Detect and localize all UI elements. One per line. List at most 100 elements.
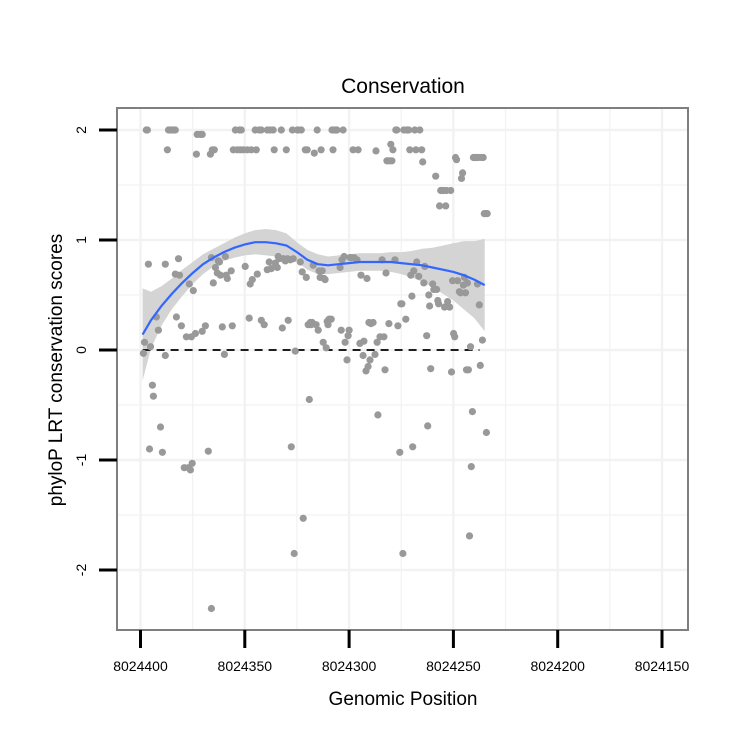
data-point — [145, 445, 154, 453]
data-point — [419, 158, 427, 166]
data-point — [410, 267, 418, 275]
data-point — [221, 252, 229, 261]
data-point — [318, 267, 326, 275]
data-point — [344, 332, 352, 340]
data-point — [290, 549, 298, 558]
data-point — [457, 174, 466, 182]
data-point — [322, 344, 330, 352]
data-point — [374, 411, 382, 419]
confidence-band — [142, 229, 485, 381]
data-point — [161, 351, 169, 360]
data-point — [188, 459, 196, 467]
data-point — [459, 169, 467, 177]
data-point — [452, 156, 461, 164]
data-point — [476, 361, 484, 369]
data-point — [211, 263, 219, 272]
data-point — [345, 326, 353, 334]
data-point — [312, 321, 320, 329]
data-point — [402, 315, 410, 323]
data-point — [464, 366, 472, 374]
data-point — [287, 443, 295, 451]
data-point — [148, 381, 156, 389]
data-point — [198, 130, 206, 138]
chart-title: Conservation — [341, 75, 465, 98]
data-point — [380, 333, 388, 341]
data-point — [479, 153, 487, 162]
data-point — [182, 333, 190, 341]
data-point — [278, 324, 286, 332]
data-point — [270, 146, 278, 154]
data-point — [257, 126, 265, 134]
data-point — [149, 392, 157, 400]
data-point — [420, 279, 428, 287]
data-point — [425, 291, 433, 299]
data-point — [435, 300, 443, 308]
data-point — [146, 343, 155, 351]
data-point — [436, 202, 444, 210]
data-point — [467, 463, 475, 471]
data-point — [333, 126, 341, 134]
data-point — [139, 349, 147, 357]
data-point — [247, 146, 255, 154]
data-point — [267, 265, 275, 273]
data-point — [483, 210, 491, 218]
data-point — [478, 336, 486, 344]
data-point — [366, 356, 374, 364]
data-point — [399, 549, 407, 558]
data-point — [260, 321, 268, 329]
data-point — [310, 149, 318, 157]
data-point — [298, 268, 306, 276]
data-point — [337, 326, 345, 334]
data-point — [427, 365, 435, 373]
data-point — [144, 260, 152, 268]
data-point — [429, 280, 437, 288]
smooth-trend-line — [141, 241, 486, 336]
data-point — [426, 302, 434, 310]
data-point — [456, 289, 465, 297]
data-point — [364, 362, 372, 371]
data-point — [324, 321, 332, 329]
data-point — [227, 267, 235, 275]
data-point — [373, 338, 381, 346]
data-point — [482, 428, 490, 437]
x-axis-label: Genomic Position — [329, 689, 478, 710]
data-point — [341, 338, 349, 346]
data-point — [291, 347, 299, 355]
data-point — [424, 422, 432, 430]
data-point — [209, 279, 217, 287]
data-point — [220, 350, 228, 358]
x-tick-label: 8024300 — [322, 658, 377, 674]
data-point — [343, 356, 351, 364]
data-point — [387, 140, 395, 148]
data-point — [418, 146, 426, 154]
data-point — [218, 323, 226, 331]
data-point — [163, 146, 171, 154]
data-point — [381, 366, 389, 374]
data-point — [394, 322, 402, 330]
data-point — [388, 157, 396, 165]
data-point — [174, 255, 183, 263]
data-point — [340, 252, 348, 261]
data-point — [248, 276, 256, 284]
data-point — [416, 126, 424, 134]
data-point — [372, 147, 380, 155]
y-tick-label: 1 — [73, 236, 89, 244]
data-point — [143, 126, 151, 134]
data-point — [336, 263, 344, 272]
data-point — [363, 274, 371, 283]
data-point — [215, 258, 223, 266]
data-point — [447, 368, 456, 376]
x-tick-label: 8024200 — [530, 658, 585, 674]
data-point — [454, 277, 462, 285]
data-point — [319, 338, 327, 346]
data-point — [237, 126, 245, 134]
data-point — [252, 146, 260, 154]
data-point — [451, 333, 459, 341]
data-point — [466, 343, 475, 351]
data-point — [223, 274, 231, 283]
data-point — [299, 514, 307, 522]
data-point — [192, 150, 200, 158]
data-point — [228, 322, 236, 330]
data-point — [175, 271, 184, 279]
